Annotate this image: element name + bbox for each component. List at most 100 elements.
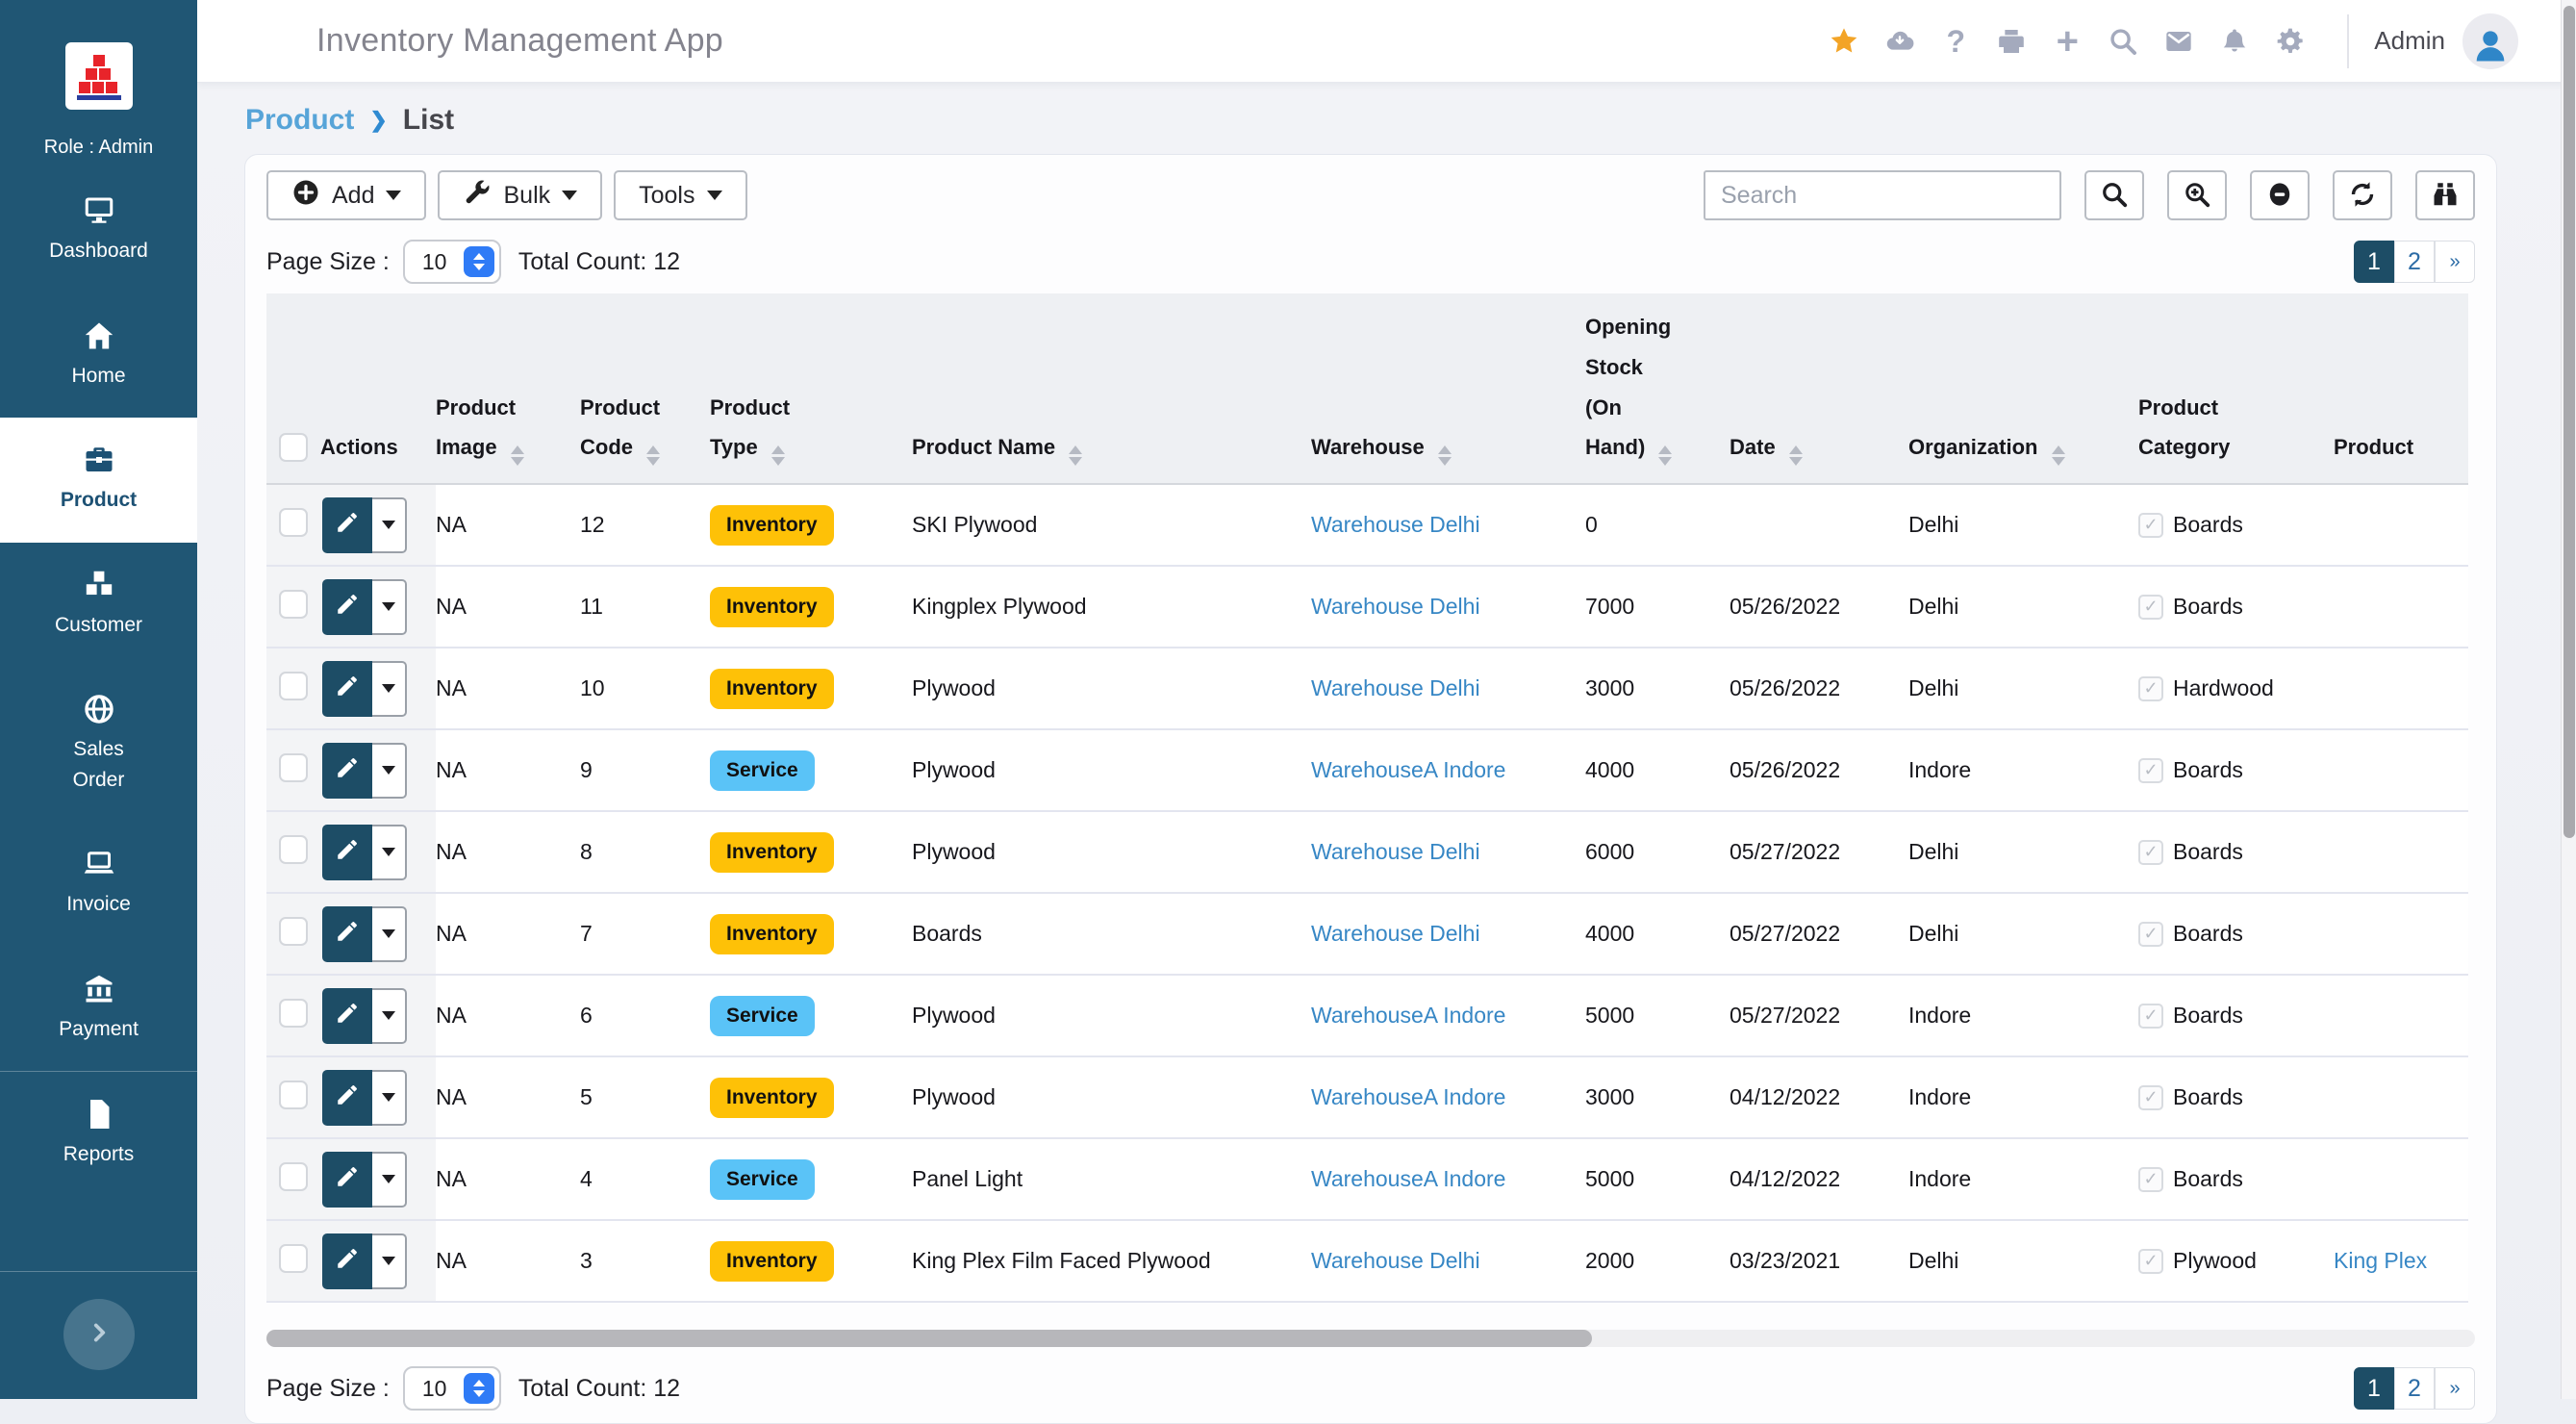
warehouse-link[interactable]: WarehouseA Indore [1311, 757, 1505, 782]
edit-button[interactable] [322, 1233, 372, 1289]
mail-icon[interactable] [2163, 26, 2194, 57]
row-checkbox[interactable] [279, 508, 308, 537]
row-checkbox[interactable] [279, 999, 308, 1028]
column-header-product_code[interactable]: Product Code [580, 293, 710, 484]
search-button[interactable] [2084, 170, 2144, 220]
row-actions-split-button[interactable] [322, 1233, 407, 1289]
actions-dropdown-button[interactable] [372, 1152, 407, 1208]
search-icon[interactable] [2108, 26, 2138, 57]
sort-icon[interactable] [1438, 445, 1452, 466]
page-button-2[interactable]: 2 [2394, 241, 2435, 283]
column-header-opening_stock[interactable]: Opening Stock (On Hand) [1585, 293, 1730, 484]
row-actions-split-button[interactable] [322, 988, 407, 1044]
column-header-date[interactable]: Date [1730, 293, 1908, 484]
page-size-select[interactable]: 10 [403, 1366, 501, 1411]
edit-button[interactable] [322, 825, 372, 880]
actions-dropdown-button[interactable] [372, 743, 407, 799]
actions-dropdown-button[interactable] [372, 825, 407, 880]
sidebar-item-sales-order[interactable]: Sales Order [0, 667, 197, 822]
row-checkbox[interactable] [279, 835, 308, 864]
row-actions-split-button[interactable] [322, 579, 407, 635]
breadcrumb-section[interactable]: Product [245, 104, 354, 137]
warehouse-link[interactable]: WarehouseA Indore [1311, 1166, 1505, 1191]
edit-button[interactable] [322, 579, 372, 635]
page-button-2[interactable]: 2 [2394, 1367, 2435, 1410]
edit-button[interactable] [322, 1152, 372, 1208]
column-header-organization[interactable]: Organization [1908, 293, 2138, 484]
warehouse-link[interactable]: Warehouse Delhi [1311, 921, 1480, 946]
row-checkbox[interactable] [279, 1162, 308, 1191]
warehouse-link[interactable]: Warehouse Delhi [1311, 1248, 1480, 1273]
next-pages-button[interactable]: » [2435, 241, 2475, 283]
hide-search-button[interactable] [2250, 170, 2310, 220]
sort-icon[interactable] [511, 445, 524, 466]
edit-button[interactable] [322, 743, 372, 799]
vertical-scrollbar-thumb[interactable] [2563, 6, 2575, 838]
sort-icon[interactable] [2052, 445, 2065, 466]
actions-dropdown-button[interactable] [372, 988, 407, 1044]
sidebar-item-dashboard[interactable]: Dashboard [0, 168, 197, 293]
horizontal-scrollbar-thumb[interactable] [266, 1330, 1592, 1347]
row-actions-split-button[interactable] [322, 661, 407, 717]
row-checkbox[interactable] [279, 917, 308, 946]
print-icon[interactable] [1996, 26, 2027, 57]
row-checkbox[interactable] [279, 1081, 308, 1109]
actions-dropdown-button[interactable] [372, 1233, 407, 1289]
row-actions-split-button[interactable] [322, 497, 407, 553]
bell-icon[interactable] [2219, 26, 2250, 57]
page-size-select[interactable]: 10 [403, 240, 501, 284]
avatar[interactable] [2462, 13, 2518, 69]
row-actions-split-button[interactable] [322, 825, 407, 880]
refresh-button[interactable] [2333, 170, 2392, 220]
advanced-search-button[interactable] [2167, 170, 2227, 220]
sort-icon[interactable] [1069, 445, 1082, 466]
page-button-1[interactable]: 1 [2354, 241, 2394, 283]
row-checkbox[interactable] [279, 1244, 308, 1273]
edit-button[interactable] [322, 1070, 372, 1126]
warehouse-link[interactable]: Warehouse Delhi [1311, 839, 1480, 864]
sort-icon[interactable] [771, 445, 785, 466]
vertical-scrollbar[interactable] [2561, 0, 2576, 1399]
column-header-warehouse[interactable]: Warehouse [1311, 293, 1585, 484]
page-button-1[interactable]: 1 [2354, 1367, 2394, 1410]
actions-dropdown-button[interactable] [372, 661, 407, 717]
row-actions-split-button[interactable] [322, 1070, 407, 1126]
column-header-product_name[interactable]: Product Name [912, 293, 1311, 484]
row-checkbox[interactable] [279, 672, 308, 700]
warehouse-link[interactable]: Warehouse Delhi [1311, 512, 1480, 537]
row-actions-split-button[interactable] [322, 743, 407, 799]
product-link[interactable]: King Plex [2334, 1248, 2427, 1273]
cloud-download-icon[interactable] [1884, 26, 1915, 57]
edit-button[interactable] [322, 906, 372, 962]
row-actions-split-button[interactable] [322, 1152, 407, 1208]
horizontal-scrollbar[interactable] [266, 1330, 2475, 1347]
select-all-checkbox[interactable] [279, 433, 308, 462]
sidebar-collapse-button[interactable] [63, 1299, 135, 1370]
sidebar-item-invoice[interactable]: Invoice [0, 822, 197, 947]
star-icon[interactable] [1829, 26, 1859, 57]
row-checkbox[interactable] [279, 590, 308, 619]
help-icon[interactable]: ? [1940, 26, 1971, 57]
column-header-product_type[interactable]: Product Type [710, 293, 912, 484]
sort-icon[interactable] [646, 445, 660, 466]
edit-button[interactable] [322, 497, 372, 553]
sidebar-item-reports[interactable]: Reports [0, 1071, 197, 1197]
sidebar-item-customer[interactable]: Customer [0, 543, 197, 668]
sort-icon[interactable] [1789, 445, 1803, 466]
gear-icon[interactable] [2275, 26, 2306, 57]
row-actions-split-button[interactable] [322, 906, 407, 962]
sort-icon[interactable] [1658, 445, 1672, 466]
next-pages-button[interactable]: » [2435, 1367, 2475, 1410]
warehouse-link[interactable]: WarehouseA Indore [1311, 1003, 1505, 1028]
warehouse-link[interactable]: Warehouse Delhi [1311, 675, 1480, 700]
search-input[interactable] [1704, 170, 2061, 220]
column-search-button[interactable] [2415, 170, 2475, 220]
tools-button[interactable]: Tools [614, 170, 746, 220]
edit-button[interactable] [322, 661, 372, 717]
warehouse-link[interactable]: Warehouse Delhi [1311, 594, 1480, 619]
warehouse-link[interactable]: WarehouseA Indore [1311, 1084, 1505, 1109]
sidebar-item-payment[interactable]: Payment [0, 947, 197, 1072]
actions-dropdown-button[interactable] [372, 1070, 407, 1126]
row-checkbox[interactable] [279, 753, 308, 782]
actions-dropdown-button[interactable] [372, 906, 407, 962]
